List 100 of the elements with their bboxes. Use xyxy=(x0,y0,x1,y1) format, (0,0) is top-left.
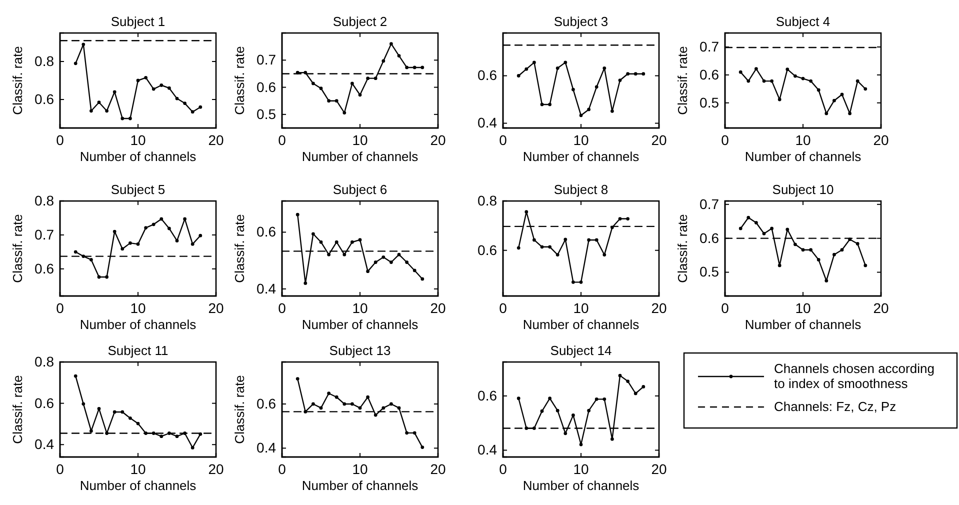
point xyxy=(564,432,568,436)
y-tick-label: 0.6 xyxy=(478,242,498,258)
point xyxy=(382,406,386,410)
point xyxy=(548,102,552,106)
y-tick-label: 0.5 xyxy=(700,264,720,280)
point xyxy=(190,242,194,246)
point xyxy=(832,252,836,256)
point xyxy=(397,54,401,58)
point xyxy=(74,374,78,378)
point xyxy=(602,253,606,256)
point xyxy=(342,402,346,406)
y-tick-label: 0.4 xyxy=(256,280,276,296)
point xyxy=(342,252,346,256)
point xyxy=(90,429,93,433)
y-tick-label: 0.6 xyxy=(256,395,276,412)
point xyxy=(579,114,583,118)
point xyxy=(824,112,828,116)
chart-title: Subject 8 xyxy=(554,182,608,197)
point xyxy=(120,247,124,251)
point xyxy=(152,432,156,435)
x-tick-label: 0 xyxy=(56,300,64,316)
point xyxy=(390,402,393,406)
point xyxy=(579,442,583,446)
point xyxy=(412,268,416,272)
point xyxy=(350,82,354,86)
y-tick-label: 0.5 xyxy=(256,106,276,122)
x-tick-label: 10 xyxy=(130,300,146,316)
y-axis-title: Classif. rate xyxy=(10,214,25,283)
point xyxy=(602,397,606,401)
x-tick-label: 0 xyxy=(56,460,64,477)
point xyxy=(198,105,202,109)
point xyxy=(152,87,156,91)
point xyxy=(602,66,606,70)
point xyxy=(97,406,101,410)
point xyxy=(366,395,370,399)
point xyxy=(374,413,378,417)
point xyxy=(746,79,750,83)
x-tick-label: 10 xyxy=(130,460,146,477)
point xyxy=(312,402,315,406)
point xyxy=(540,409,544,413)
point xyxy=(618,217,622,220)
point xyxy=(397,252,401,256)
point xyxy=(136,78,140,82)
point xyxy=(832,98,836,102)
point xyxy=(296,377,300,380)
x-tick-label: 10 xyxy=(573,132,589,148)
x-axis-title: Number of channels xyxy=(302,149,419,164)
point xyxy=(572,414,575,417)
point xyxy=(634,72,638,76)
chart-title: Subject 10 xyxy=(772,182,834,197)
point xyxy=(327,99,330,103)
y-tick-label: 0.6 xyxy=(256,224,276,240)
point xyxy=(816,258,820,262)
point xyxy=(786,68,790,72)
text: Channels chosen according to index of smoothness xyxy=(774,361,934,391)
x-tick-label: 0 xyxy=(278,132,286,148)
point xyxy=(840,92,844,96)
point xyxy=(334,240,338,244)
point xyxy=(175,96,179,100)
chart-title: Subject 5 xyxy=(110,182,166,197)
point xyxy=(754,67,758,70)
x-tick-label: 0 xyxy=(499,132,508,148)
x-tick-label: 20 xyxy=(430,132,446,148)
point xyxy=(540,102,544,106)
x-tick-label: 20 xyxy=(430,300,446,316)
y-tick-label: 0.6 xyxy=(34,260,54,276)
line-series xyxy=(738,67,868,116)
point xyxy=(327,392,330,396)
point xyxy=(794,74,797,78)
point xyxy=(412,66,416,70)
point xyxy=(532,60,536,64)
point xyxy=(778,264,782,268)
point xyxy=(97,275,101,279)
point xyxy=(642,385,646,388)
y-axis-title: Classif. rate xyxy=(232,46,247,115)
chart-title: Subject 2 xyxy=(332,14,388,29)
point xyxy=(312,82,315,86)
x-tick-label: 20 xyxy=(873,132,889,148)
point xyxy=(358,406,362,410)
point xyxy=(168,86,171,90)
x-tick-label: 10 xyxy=(352,300,368,316)
y-tick-label: 0.8 xyxy=(478,192,498,208)
x-tick-label: 20 xyxy=(208,460,224,477)
x-tick-label: 0 xyxy=(278,460,286,477)
point xyxy=(397,406,401,410)
x-tick-label: 0 xyxy=(721,132,730,148)
chart-title: Subject 6 xyxy=(332,182,388,197)
point xyxy=(524,210,528,214)
point xyxy=(175,239,179,242)
point xyxy=(572,280,575,284)
x-axis-title: Number of channels xyxy=(80,317,197,332)
point xyxy=(390,42,393,46)
point xyxy=(801,248,805,252)
point xyxy=(762,232,766,236)
y-axis-title: Classif. rate xyxy=(232,214,247,283)
point xyxy=(374,260,378,264)
chart-title: Subject 4 xyxy=(776,14,830,29)
point xyxy=(864,264,868,268)
point xyxy=(82,402,86,406)
point xyxy=(319,240,323,244)
